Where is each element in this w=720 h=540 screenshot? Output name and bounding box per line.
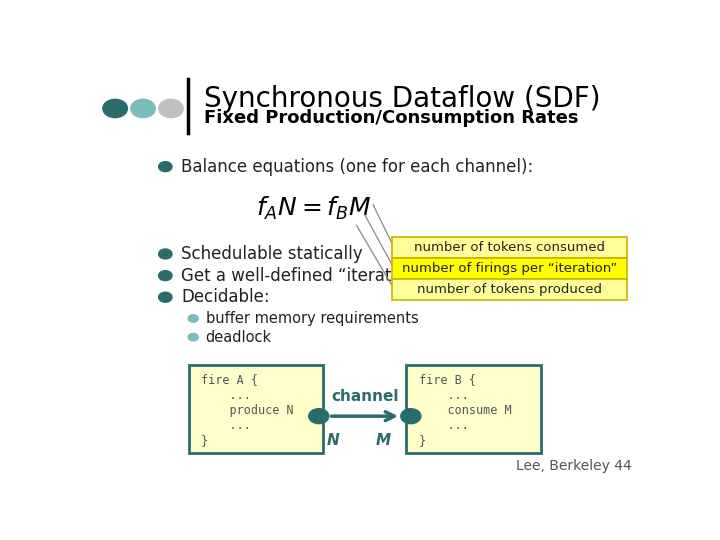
Text: deadlock: deadlock — [205, 329, 271, 345]
Circle shape — [158, 161, 172, 172]
Text: produce N: produce N — [201, 404, 294, 417]
Text: $f_A N = f_B M$: $f_A N = f_B M$ — [256, 194, 371, 222]
Circle shape — [103, 99, 127, 118]
Text: ...: ... — [418, 419, 469, 432]
Text: consume M: consume M — [418, 404, 511, 417]
Text: Fixed Production/Consumption Rates: Fixed Production/Consumption Rates — [204, 109, 579, 127]
Circle shape — [188, 333, 198, 341]
Text: number of tokens produced: number of tokens produced — [417, 283, 602, 296]
Circle shape — [309, 409, 329, 424]
FancyBboxPatch shape — [392, 258, 627, 279]
Text: ...: ... — [418, 389, 469, 402]
Circle shape — [158, 292, 172, 302]
Text: channel: channel — [331, 389, 399, 404]
Text: Get a well-defined “iteration”: Get a well-defined “iteration” — [181, 267, 424, 285]
Text: Synchronous Dataflow (SDF): Synchronous Dataflow (SDF) — [204, 85, 601, 113]
Circle shape — [401, 409, 421, 424]
Text: number of tokens consumed: number of tokens consumed — [414, 241, 605, 254]
Text: ...: ... — [201, 389, 251, 402]
Text: }: } — [418, 435, 426, 448]
Text: ...: ... — [201, 419, 251, 432]
Text: fire A {: fire A { — [201, 373, 258, 386]
Text: Schedulable statically: Schedulable statically — [181, 245, 363, 263]
Text: fire B {: fire B { — [418, 373, 476, 386]
Circle shape — [158, 271, 172, 281]
Text: buffer memory requirements: buffer memory requirements — [205, 311, 418, 326]
FancyBboxPatch shape — [189, 365, 323, 453]
Circle shape — [188, 315, 198, 322]
Text: number of firings per “iteration”: number of firings per “iteration” — [402, 262, 617, 275]
Text: Lee, Berkeley 44: Lee, Berkeley 44 — [516, 459, 631, 473]
Text: M: M — [375, 433, 390, 448]
FancyBboxPatch shape — [392, 238, 627, 258]
Circle shape — [158, 99, 183, 118]
Text: }: } — [201, 435, 208, 448]
Circle shape — [131, 99, 156, 118]
Text: Balance equations (one for each channel):: Balance equations (one for each channel)… — [181, 158, 534, 176]
Circle shape — [158, 249, 172, 259]
FancyBboxPatch shape — [392, 279, 627, 300]
Text: N: N — [326, 433, 339, 448]
Text: Decidable:: Decidable: — [181, 288, 269, 306]
FancyBboxPatch shape — [406, 365, 541, 453]
